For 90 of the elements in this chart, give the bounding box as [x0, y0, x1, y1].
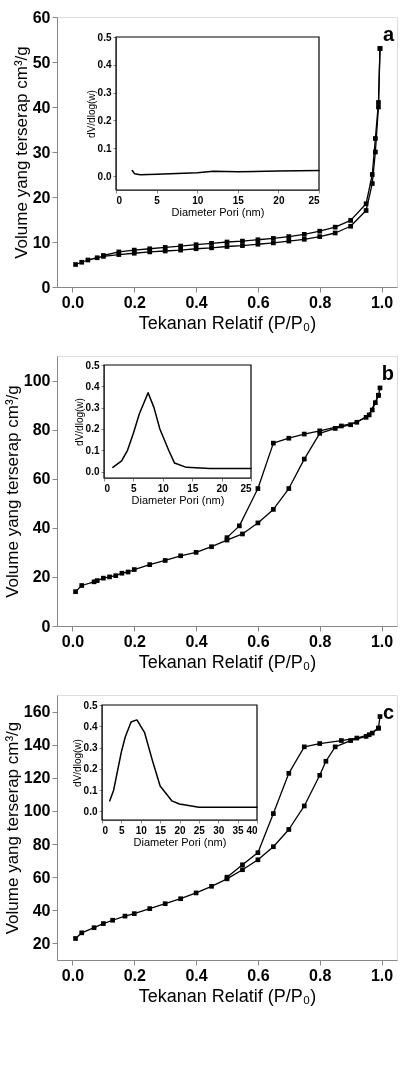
- y-tick-label: 0: [41, 278, 51, 296]
- x-axis-title: Tekanan Relatif (P/P₀): [138, 651, 317, 672]
- x-tick-label: 5: [154, 194, 161, 206]
- y-tick-label: 0.5: [97, 31, 112, 43]
- y-tick-label: 100: [23, 372, 51, 390]
- x-tick-label: 5: [119, 824, 126, 836]
- x-tick-label: 20: [216, 482, 229, 494]
- x-tick-label: 0.6: [247, 966, 270, 984]
- x-tick-label: 1.0: [370, 966, 394, 984]
- y-tick-label: 30: [32, 143, 51, 161]
- x-tick-label: 10: [135, 824, 148, 836]
- y-axis-title: Volume yang terserap cm³/g: [2, 721, 22, 935]
- x-tick-label: 15: [232, 194, 245, 206]
- y-tick-label: 40: [32, 98, 51, 116]
- y-tick-label: 0.5: [85, 359, 100, 371]
- y-tick-label: 0.0: [85, 466, 100, 478]
- x-tick-label: 25: [240, 482, 252, 494]
- x-tick-label: 25: [193, 824, 206, 836]
- y-tick-label: 0.0: [83, 805, 98, 817]
- x-tick-label: 0.6: [247, 632, 270, 650]
- y-tick-label: 0.2: [97, 114, 112, 126]
- x-axis-title: Tekanan Relatif (P/P₀): [138, 312, 317, 333]
- x-tick-label: 0.4: [185, 632, 208, 650]
- y-tick-label: 0.4: [97, 59, 112, 71]
- y-tick-label: 0.3: [85, 402, 100, 414]
- y-tick-label: 50: [32, 53, 51, 71]
- x-tick-label: 0.6: [247, 293, 270, 311]
- y-axis-title: dV/dlog(w): [71, 739, 83, 787]
- x-axis-title: Tekanan Relatif (P/P₀): [138, 985, 317, 1006]
- y-tick-label: 40: [32, 901, 51, 919]
- y-tick-label: 20: [32, 934, 51, 952]
- y-tick-label: 0.1: [83, 784, 98, 796]
- x-tick-label: 0.8: [309, 966, 332, 984]
- y-axis-title: dV/dlog(w): [73, 398, 85, 446]
- y-tick-label: 60: [32, 868, 51, 886]
- y-tick-label: 160: [23, 703, 51, 721]
- x-tick-label: 40: [246, 824, 258, 836]
- y-tick-label: 140: [23, 736, 51, 754]
- y-axis-title: Volume yang terserap cm³/g: [2, 385, 22, 598]
- annotation: b: [381, 362, 394, 384]
- y-tick-label: 80: [32, 421, 51, 439]
- y-tick-label: 0.2: [85, 423, 100, 435]
- x-axis-title: Diameter Pori (nm): [133, 835, 227, 848]
- x-tick-label: 0.0: [61, 293, 85, 311]
- y-axis-title: dV/dlog(w): [85, 90, 97, 138]
- y-tick-label: 60: [32, 8, 51, 26]
- y-tick-label: 80: [32, 835, 51, 853]
- y-tick-label: 120: [23, 769, 51, 787]
- x-tick-label: 5: [131, 482, 138, 494]
- y-tick-label: 40: [32, 519, 51, 537]
- x-tick-label: 0.0: [61, 632, 85, 650]
- x-tick-label: 10: [192, 194, 204, 206]
- x-tick-label: 1.0: [370, 632, 394, 650]
- x-tick-label: 20: [273, 194, 285, 206]
- y-tick-label: 0.4: [85, 380, 100, 392]
- y-tick-label: 0.3: [97, 87, 112, 99]
- x-tick-label: 0: [116, 194, 123, 206]
- x-tick-label: 1.0: [370, 293, 394, 311]
- x-tick-label: 0.4: [185, 966, 208, 984]
- y-tick-label: 10: [32, 233, 51, 251]
- x-tick-label: 15: [187, 482, 199, 494]
- x-axis-title: Diameter Pori (nm): [131, 493, 225, 506]
- x-axis-title: Diameter Pori (nm): [171, 205, 265, 218]
- x-tick-label: 0.4: [185, 293, 208, 311]
- x-tick-label: 20: [174, 824, 186, 836]
- y-tick-label: 0.1: [97, 142, 112, 154]
- y-tick-label: 0.3: [83, 742, 98, 754]
- x-tick-label: 10: [157, 482, 170, 494]
- x-tick-label: 35: [232, 824, 245, 836]
- y-tick-label: 60: [32, 470, 51, 488]
- y-tick-label: 0.4: [83, 720, 98, 732]
- y-tick-label: 20: [32, 568, 51, 586]
- y-tick-label: 100: [23, 802, 51, 820]
- y-tick-label: 0: [41, 617, 51, 635]
- x-tick-label: 30: [213, 824, 225, 836]
- x-tick-label: 15: [155, 824, 167, 836]
- y-tick-label: 0.0: [97, 170, 112, 182]
- y-tick-label: 0.5: [83, 699, 98, 711]
- x-tick-label: 0.8: [309, 632, 332, 650]
- x-tick-label: 0.0: [61, 966, 85, 984]
- annotation: a: [382, 23, 395, 45]
- x-tick-label: 0.8: [309, 293, 332, 311]
- y-tick-label: 0.1: [85, 444, 100, 456]
- x-tick-label: 25: [308, 194, 320, 206]
- y-axis-title: Volume yang terserap cm³/g: [11, 46, 31, 259]
- x-tick-label: 0.2: [123, 293, 146, 311]
- y-tick-label: 0.2: [83, 763, 98, 775]
- x-tick-label: 0.2: [123, 966, 146, 984]
- annotation: c: [382, 701, 394, 723]
- x-tick-label: 0.2: [123, 632, 146, 650]
